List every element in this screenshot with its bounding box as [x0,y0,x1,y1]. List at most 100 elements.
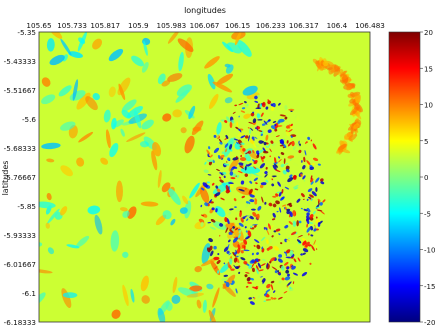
field-patch [214,192,221,197]
field-patch [313,239,316,245]
field-patch [234,104,238,107]
field-patch [273,297,277,300]
field-patch [286,239,291,243]
field-patch [294,187,299,190]
field-patch [221,277,228,282]
field-patch [85,96,98,111]
field-patch [94,214,103,235]
field-patch [320,178,324,182]
y-tick-labels: -5.35 -5.43333 -5.51667 -5.6 -5.68333 -5.7666… [4,28,37,327]
field-patch [354,102,363,113]
field-patch [289,286,292,290]
field-patch [127,206,137,219]
field-patch [39,269,53,274]
field-patch [290,135,293,138]
y-tick-label: -6.1 [22,289,36,298]
field-patch [284,116,288,120]
field-patch [278,254,283,258]
field-patch [244,173,249,177]
field-patch [315,206,321,209]
field-patch [286,266,290,270]
field-patch [272,212,276,218]
field-patch [134,110,142,129]
colorbar-tick-label: -20 [424,319,435,327]
field-patch [263,141,267,146]
field-patch [282,170,287,175]
field-patch [227,265,233,269]
field-patch [213,245,217,250]
field-patch [253,159,258,165]
field-patch [246,103,249,107]
y-tick-label: -5.43333 [4,57,36,66]
field-patch [235,155,238,159]
x-tick-label: 106.4 [327,21,348,30]
field-patch [267,143,271,148]
field-patch [226,161,228,163]
field-patch [249,127,254,131]
field-patch [178,51,184,72]
field-patch [306,226,311,233]
field-patch [267,129,272,133]
field-patch [256,244,261,250]
field-patch [225,64,234,74]
field-patch [291,256,294,259]
field-patch [229,229,234,233]
field-patch [167,32,180,44]
field-patch [256,95,261,98]
field-patch [285,256,292,259]
field-patch [310,198,313,202]
field-patch [249,194,255,198]
field-patch [322,199,326,203]
field-patch [261,246,264,250]
field-patch [108,86,116,98]
field-patch [68,51,83,58]
field-patch [219,179,224,183]
field-patch [269,260,272,264]
colorbar-tick-label: -15 [424,283,435,291]
field-patch [292,210,297,217]
field-patch [254,95,258,100]
field-patch [263,120,268,125]
field-patch [257,205,262,211]
y-tick-label: -5.51667 [4,86,36,95]
field-patch [238,128,241,132]
y-axis-label: latitudes [1,161,10,196]
field-patch [288,108,295,111]
field-patch [243,245,246,250]
field-patch [92,38,103,50]
field-patch [260,263,266,267]
field-patch [274,270,278,274]
field-patch [225,148,228,153]
field-patch [280,265,285,271]
field-patch [280,152,285,155]
field-patch [211,207,215,211]
field-patch [292,281,295,285]
field-patch [240,142,245,145]
field-patch [214,266,218,270]
field-patch [228,253,232,256]
field-patch [255,108,260,113]
field-patch [258,154,265,158]
field-patch [203,169,209,173]
field-patch [293,258,297,263]
field-patch [281,196,285,200]
field-patch [296,115,300,121]
field-patch [301,254,304,256]
field-patch [240,257,246,261]
field-patch [256,113,261,119]
field-patch [277,270,280,273]
field-patch [239,157,247,161]
y-tick-label: -5.93333 [4,231,36,240]
x-tick-label: 106.233 [256,21,286,30]
field-patch [267,100,271,105]
field-patch [243,239,248,245]
field-patch [140,275,149,292]
field-patch [201,214,205,217]
field-patch [179,207,188,214]
field-patch [240,180,245,185]
x-tick-label: 106.067 [190,21,220,30]
field-patch [254,239,260,244]
field-patch [221,151,225,155]
field-patch [41,142,61,150]
